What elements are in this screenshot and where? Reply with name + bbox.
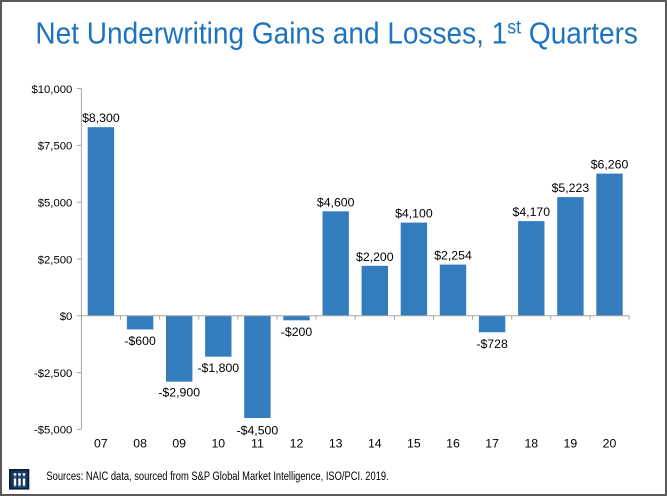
svg-text:-$4,500: -$4,500 — [237, 424, 279, 438]
svg-text:$2,254: $2,254 — [434, 249, 472, 263]
svg-text:-$1,800: -$1,800 — [197, 361, 239, 375]
svg-text:16: 16 — [446, 436, 460, 450]
svg-text:-$728: -$728 — [476, 337, 508, 351]
svg-text:-$2,500: -$2,500 — [34, 368, 72, 380]
svg-text:-$2,900: -$2,900 — [158, 386, 200, 400]
svg-text:12: 12 — [290, 436, 304, 450]
svg-text:$2,500: $2,500 — [38, 254, 73, 266]
svg-text:18: 18 — [524, 436, 538, 450]
svg-text:Sources: NAIC data, sourced fr: Sources: NAIC data, sourced from S&P Glo… — [46, 470, 388, 483]
svg-text:$4,170: $4,170 — [512, 205, 550, 219]
svg-text:$5,223: $5,223 — [552, 181, 590, 195]
svg-text:07: 07 — [94, 436, 108, 450]
svg-text:$10,000: $10,000 — [31, 84, 72, 96]
svg-text:$2,200: $2,200 — [356, 250, 394, 264]
svg-text:-$5,000: -$5,000 — [34, 425, 72, 437]
svg-text:15: 15 — [407, 436, 421, 450]
svg-text:$6,260: $6,260 — [591, 158, 629, 172]
svg-text:10: 10 — [211, 436, 225, 450]
svg-text:09: 09 — [172, 436, 186, 450]
svg-text:$5,000: $5,000 — [38, 198, 73, 210]
svg-text:$8,300: $8,300 — [82, 111, 120, 125]
svg-text:$4,100: $4,100 — [395, 207, 433, 221]
svg-text:20: 20 — [603, 436, 617, 450]
svg-text:$0: $0 — [60, 311, 73, 323]
svg-text:Net Underwriting Gains and Los: Net Underwriting Gains and Losses, 1st Q… — [35, 16, 638, 51]
svg-text:-$600: -$600 — [124, 334, 156, 348]
svg-text:08: 08 — [133, 436, 147, 450]
svg-text:17: 17 — [485, 436, 499, 450]
svg-text:11: 11 — [251, 436, 264, 450]
svg-text:14: 14 — [368, 436, 382, 450]
svg-text:$4,600: $4,600 — [317, 195, 355, 209]
svg-text:13: 13 — [329, 436, 343, 450]
svg-text:-$200: -$200 — [281, 325, 313, 339]
svg-text:$7,500: $7,500 — [38, 141, 73, 153]
svg-text:19: 19 — [564, 436, 578, 450]
